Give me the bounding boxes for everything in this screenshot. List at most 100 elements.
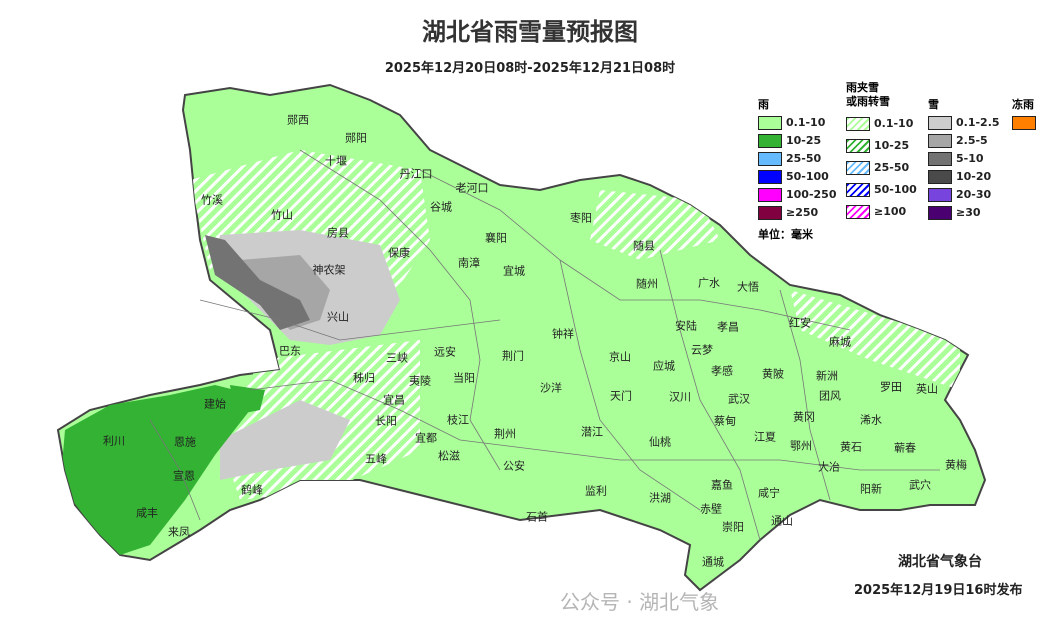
city-label: 武汉	[728, 392, 750, 406]
legend-swatch	[758, 206, 782, 220]
legend-label: 50-100	[874, 183, 917, 196]
city-label: 江夏	[754, 430, 776, 444]
legend-label: 10-25	[874, 139, 910, 152]
city-label: 石首	[526, 510, 548, 524]
legend-swatch	[846, 117, 870, 131]
snow-light-area-south	[220, 400, 350, 480]
city-label: 当阳	[453, 371, 475, 385]
city-label: 通城	[702, 555, 724, 569]
city-label: 房县	[327, 226, 349, 240]
city-label: 麻城	[829, 335, 851, 349]
city-label: 荆门	[502, 349, 524, 363]
city-label: 新洲	[816, 369, 838, 383]
city-label: 老河口	[455, 181, 489, 195]
legend-label: 25-50	[786, 152, 822, 165]
legend-label: 0.1-10	[786, 116, 826, 129]
city-label: 宣恩	[173, 469, 195, 483]
legend-swatch	[758, 170, 782, 184]
legend-swatch	[758, 134, 782, 148]
city-label: 安陆	[675, 319, 697, 333]
city-label: 宜城	[503, 264, 525, 278]
city-label: 丹江口	[399, 167, 433, 181]
city-label: 武穴	[909, 478, 931, 492]
city-label: 孝感	[711, 364, 733, 378]
legend-label: 2.5-5	[956, 134, 988, 147]
city-label: 竹溪	[201, 193, 223, 207]
legend-swatch	[846, 161, 870, 175]
legend-unit: 单位：毫米	[758, 228, 813, 241]
city-label: 赤壁	[700, 502, 722, 516]
legend-swatch	[758, 188, 782, 202]
legend-swatch	[928, 188, 952, 202]
legend-swatch	[846, 139, 870, 153]
city-label: 神农架	[312, 263, 346, 277]
city-label: 崇阳	[722, 520, 744, 534]
legend-swatch	[928, 170, 952, 184]
county-borders	[149, 149, 940, 541]
city-label: 大冶	[818, 460, 840, 474]
legend-label: 5-10	[956, 152, 984, 165]
legend-item: 50-100	[846, 183, 917, 197]
city-label: 枣阳	[570, 211, 592, 225]
legend-swatch	[1012, 116, 1036, 130]
city-label: 随州	[636, 277, 658, 291]
legend-snow-heading: 雪	[928, 98, 939, 111]
city-label: 孝昌	[717, 320, 739, 334]
precip-overlays	[62, 150, 960, 555]
city-label: 五峰	[365, 452, 387, 466]
city-label: 团风	[819, 389, 841, 403]
legend-item: ≥30	[928, 206, 981, 220]
legend-item: 10-25	[758, 134, 821, 148]
city-label: 英山	[916, 382, 938, 396]
legend-label: ≥250	[786, 206, 819, 219]
city-label: 谷城	[430, 200, 452, 214]
city-label: 随县	[633, 239, 655, 253]
city-label: 来凤	[168, 525, 190, 539]
city-label: 建始	[204, 397, 226, 411]
publisher: 湖北省气象台	[898, 554, 982, 570]
sleet-area-north	[590, 190, 720, 260]
city-label: 咸丰	[136, 506, 158, 520]
legend-sleet-heading: 雨夹雪 或雨转雪	[846, 81, 890, 109]
city-label: 红安	[789, 316, 811, 330]
legend-item: 25-50	[846, 161, 909, 175]
city-label: 黄陂	[762, 367, 784, 381]
city-label: 宜都	[415, 431, 437, 445]
city-label: 应城	[653, 359, 675, 373]
city-label: 郧西	[287, 113, 309, 127]
city-label: 黄冈	[793, 410, 815, 424]
legend-label: 10-25	[786, 134, 822, 147]
legend-swatch	[928, 152, 952, 166]
sleet-area-east	[790, 290, 960, 390]
city-label: 嘉鱼	[711, 478, 733, 492]
city-label: 黄石	[840, 440, 862, 454]
city-label: 公安	[503, 459, 525, 473]
city-label: 宜昌	[383, 393, 405, 407]
city-label: 沙洋	[540, 381, 562, 395]
legend-label: 25-50	[874, 161, 910, 174]
city-label: 巴东	[279, 344, 301, 358]
city-label: 咸宁	[758, 486, 780, 500]
legend-item: 10-20	[928, 170, 991, 184]
city-label: 兴山	[327, 310, 349, 324]
city-label: 利川	[103, 434, 125, 448]
city-label: 鄂州	[790, 439, 812, 453]
city-label: 恩施	[174, 435, 196, 449]
legend-item: 20-30	[928, 188, 991, 202]
city-label: 荆州	[494, 427, 516, 441]
legend-item: 10-25	[846, 139, 909, 153]
city-label: 十堰	[325, 154, 347, 168]
city-label: 潜江	[581, 425, 603, 439]
city-label: 保康	[388, 246, 410, 260]
city-label: 三峡	[386, 351, 408, 365]
city-label: 郧阳	[345, 131, 367, 145]
legend-swatch	[758, 152, 782, 166]
legend-swatch	[758, 116, 782, 130]
legend-label: 0.1-10	[874, 117, 914, 130]
city-label: 夷陵	[409, 374, 431, 388]
city-label: 京山	[609, 350, 631, 364]
city-label: 仙桃	[649, 435, 671, 449]
legend-item: 50-100	[758, 170, 829, 184]
city-label: 洪湖	[649, 491, 671, 505]
